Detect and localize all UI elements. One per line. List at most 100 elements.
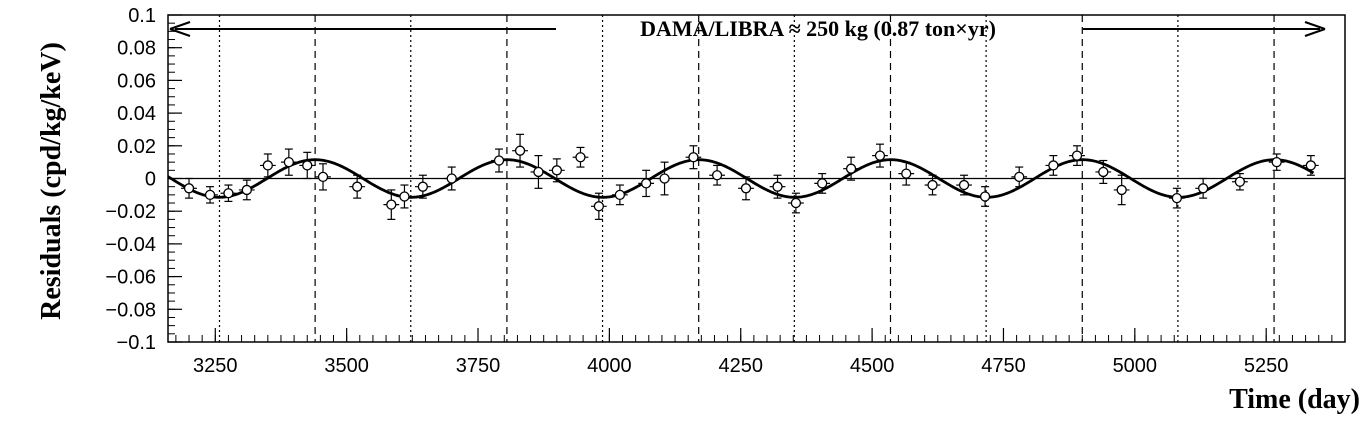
x-tick-label: 3500 [324, 355, 369, 377]
point-marker [958, 179, 970, 191]
point-marker [183, 183, 195, 194]
point-marker [352, 181, 363, 192]
annotation-text: DAMA/LIBRA ≈ 250 kg (0.87 ton×yr) [640, 16, 996, 41]
x-tick-label: 4500 [850, 355, 895, 377]
data-point [202, 186, 218, 204]
data-point [220, 184, 237, 202]
right-arrow-head [1304, 21, 1326, 37]
point-marker [223, 188, 234, 199]
point-marker [1234, 176, 1246, 187]
point-marker [874, 150, 886, 161]
point-marker [204, 189, 216, 201]
x-axis-title: Time (day) [1229, 384, 1360, 415]
axis-ticks: 0.1 0.08 0.06 0.04 0.02 0 −0.02 −0.04 −0.06 −0.08… [105, 5, 1346, 377]
data-point [181, 177, 197, 199]
data-point [383, 189, 400, 220]
point-marker [1014, 171, 1025, 183]
data-point [1113, 174, 1130, 206]
data-point [280, 148, 297, 176]
point-marker [1071, 150, 1083, 161]
data-points [181, 133, 1319, 220]
x-tick-label: 3250 [193, 355, 238, 377]
y-tick-label: 0.08 [117, 38, 156, 60]
data-point [1195, 177, 1212, 199]
data-point [396, 184, 413, 209]
point-marker [593, 201, 605, 212]
point-marker [386, 199, 397, 210]
x-tick-label: 4250 [718, 355, 763, 377]
point-marker [283, 156, 295, 168]
data-point [1045, 155, 1062, 176]
y-tick-label: 0.04 [117, 103, 156, 125]
guide-lines [218, 15, 1275, 342]
point-marker [1098, 166, 1109, 178]
data-point [788, 192, 804, 214]
data-point [1268, 153, 1285, 171]
point-marker [1116, 184, 1127, 196]
y-tick-label: 0.02 [117, 136, 156, 158]
point-marker [551, 165, 562, 176]
data-point [590, 192, 607, 220]
data-point [769, 174, 786, 199]
y-tick-label: 0 [145, 169, 156, 191]
data-point [685, 145, 702, 170]
x-tick-label: 5250 [1244, 355, 1289, 377]
point-marker [417, 181, 428, 192]
x-tick-label: 5000 [1113, 355, 1158, 377]
point-marker [790, 197, 802, 209]
point-marker [845, 163, 857, 174]
x-tick-label: 4750 [981, 355, 1026, 377]
x-tick-label: 4000 [587, 355, 632, 377]
point-marker [740, 183, 752, 194]
point-marker [614, 189, 626, 201]
data-point [491, 148, 507, 173]
data-point [656, 161, 673, 196]
data-point [1069, 145, 1085, 167]
point-marker [817, 178, 828, 189]
point-marker [262, 160, 273, 171]
data-point [443, 166, 460, 191]
fit-curve [167, 158, 1315, 199]
point-marker [979, 191, 991, 202]
point-marker [514, 145, 526, 156]
y-tick-label: −0.04 [105, 234, 156, 256]
data-point [530, 155, 547, 189]
data-point [843, 156, 859, 181]
y-tick-label: 0.06 [117, 70, 156, 92]
left-arrow-head [169, 21, 191, 37]
point-marker [688, 152, 699, 163]
point-marker [901, 168, 912, 179]
data-point [638, 169, 655, 198]
point-marker [772, 181, 783, 192]
point-marker [1305, 160, 1316, 171]
point-marker [241, 184, 252, 196]
point-marker [1197, 183, 1209, 194]
data-point [924, 174, 941, 196]
point-marker [575, 152, 586, 163]
y-tick-label: −0.08 [105, 299, 156, 321]
cosine-fit-line [167, 158, 1315, 199]
data-point [898, 161, 915, 186]
point-marker [1271, 156, 1282, 168]
y-tick-label: 0.1 [128, 5, 156, 27]
data-point [238, 179, 255, 201]
data-point [349, 174, 366, 199]
y-tick-label: −0.02 [105, 201, 156, 223]
data-point [1302, 155, 1319, 176]
data-point [1168, 187, 1185, 209]
data-point [259, 153, 276, 178]
point-marker [1171, 192, 1183, 204]
data-point [512, 133, 528, 168]
data-point [738, 176, 754, 201]
data-point [956, 174, 972, 196]
data-point [872, 143, 888, 168]
data-point [1011, 166, 1028, 188]
point-marker [927, 179, 938, 191]
point-marker [641, 178, 652, 189]
data-point [572, 146, 589, 168]
y-tick-label: −0.1 [117, 332, 156, 354]
data-point [414, 174, 431, 199]
x-tick-label: 3750 [456, 355, 501, 377]
point-marker [302, 160, 313, 171]
data-point [612, 184, 628, 206]
